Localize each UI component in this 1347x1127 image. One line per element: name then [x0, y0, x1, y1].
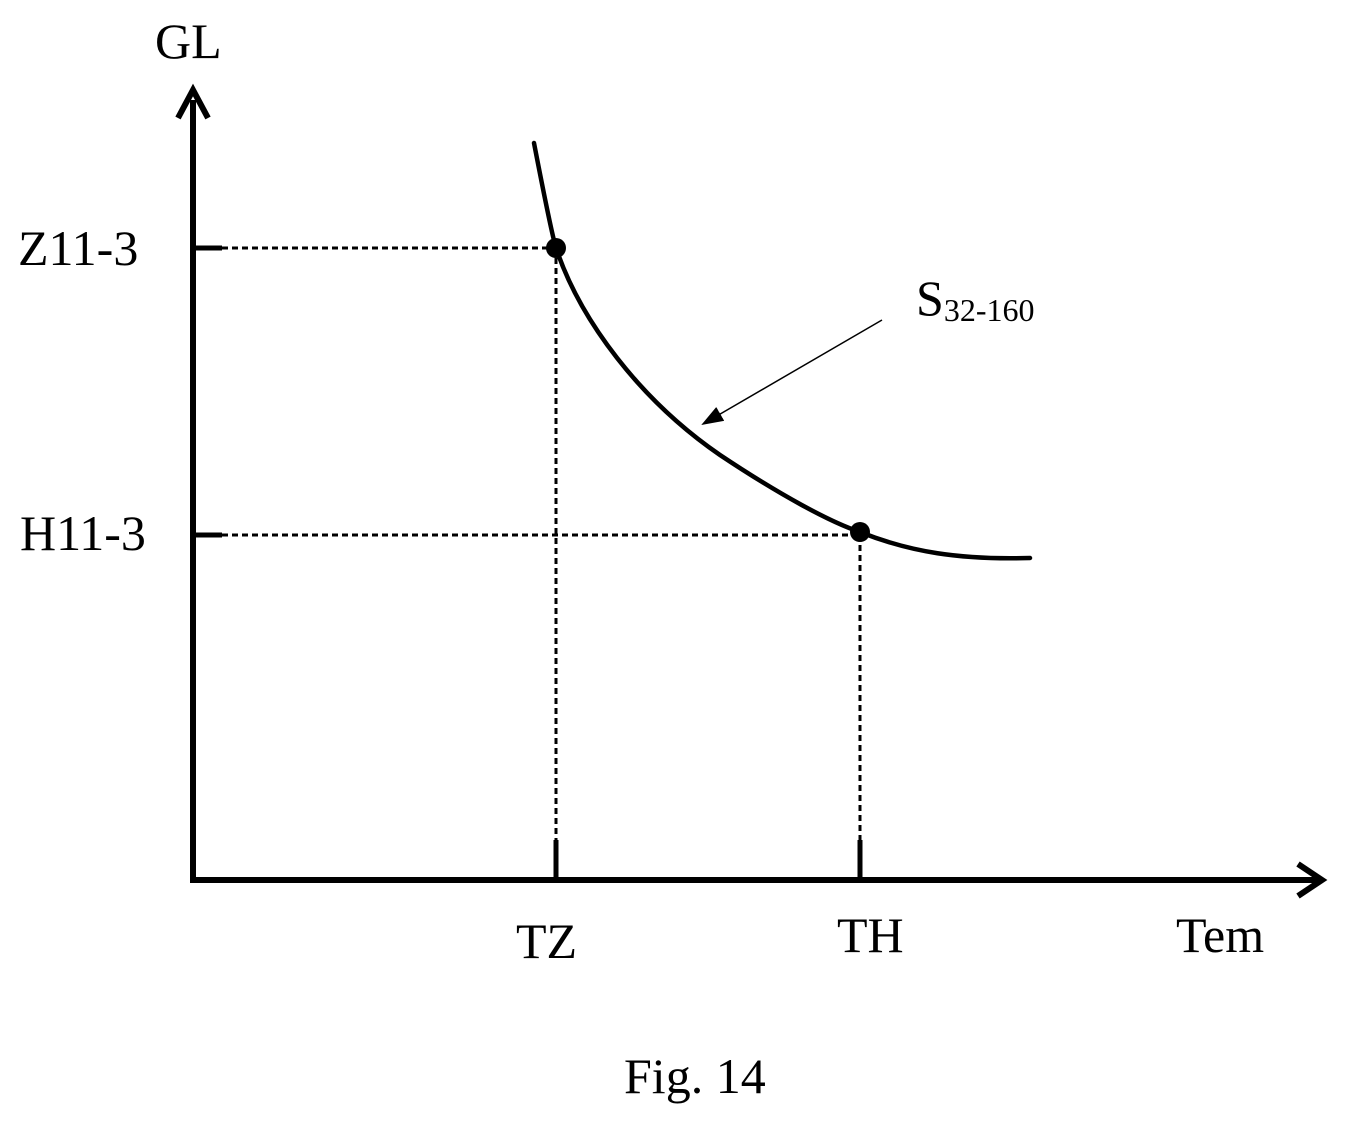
y-axis-arrowhead	[175, 83, 211, 120]
x-axis-label: Tem	[1176, 907, 1264, 963]
x-tick-label-tz: TZ	[516, 913, 577, 969]
figure-caption: Fig. 14	[624, 1048, 766, 1104]
curve-label: S32-160	[916, 270, 1034, 328]
point-tz-z11-3	[546, 238, 566, 258]
curve-label-main: S	[916, 270, 944, 326]
point-th-h11-3	[850, 522, 870, 542]
curve-s32-160	[531, 140, 1033, 561]
x-tick-label-th: TH	[837, 907, 904, 963]
y-axis	[175, 83, 211, 880]
y-tick-label-h11-3: H11-3	[20, 505, 146, 561]
curve-label-subscript: 32-160	[944, 292, 1035, 328]
x-axis-arrowhead	[1296, 861, 1328, 899]
y-axis-label: GL	[155, 13, 222, 69]
curve-pointer-arrow	[701, 319, 883, 426]
y-tick-label-z11-3: Z11-3	[18, 220, 138, 276]
guide-lines	[222, 246, 862, 840]
x-axis	[190, 861, 1328, 899]
